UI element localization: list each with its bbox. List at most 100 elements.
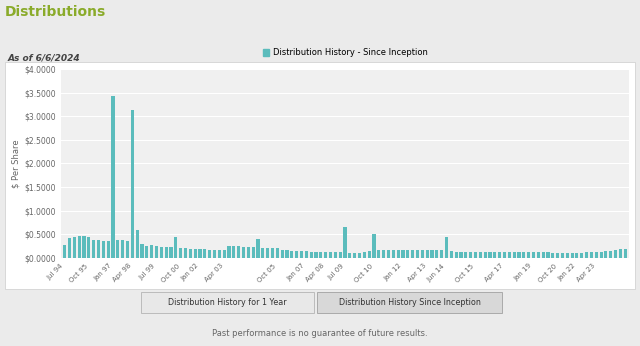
Bar (600, 252, 603, 258)
Bar (561, 253, 564, 258)
Bar (5, 62, 635, 289)
Bar (464, 252, 467, 258)
Bar (164, 247, 168, 258)
Bar (218, 250, 221, 258)
Bar (179, 248, 182, 258)
Bar (570, 253, 573, 258)
Bar (271, 248, 274, 258)
Bar (440, 250, 443, 258)
Bar (474, 252, 477, 258)
Y-axis label: $ Per Share: $ Per Share (11, 139, 20, 188)
Bar (223, 250, 226, 258)
Bar (619, 249, 622, 258)
Bar (208, 250, 211, 258)
Bar (141, 292, 314, 313)
Bar (348, 253, 351, 258)
Bar (317, 292, 502, 313)
Bar (508, 252, 511, 258)
Bar (131, 110, 134, 258)
Bar (377, 250, 380, 258)
Bar (547, 252, 550, 258)
Bar (416, 250, 419, 258)
Bar (537, 252, 540, 258)
Bar (213, 250, 216, 258)
Bar (426, 250, 429, 258)
Bar (107, 241, 109, 258)
Bar (150, 245, 153, 258)
Bar (242, 247, 245, 258)
Bar (83, 236, 86, 258)
Bar (77, 236, 81, 258)
Bar (513, 252, 516, 258)
Bar (566, 253, 569, 258)
Bar (541, 252, 545, 258)
Bar (580, 253, 583, 258)
Bar (261, 248, 264, 258)
Bar (136, 230, 139, 258)
Bar (63, 245, 66, 258)
Bar (237, 246, 240, 258)
Bar (445, 237, 448, 258)
Bar (406, 250, 410, 258)
Bar (324, 252, 327, 258)
Bar (204, 249, 206, 258)
Bar (420, 250, 424, 258)
Bar (314, 252, 317, 258)
Bar (339, 252, 342, 258)
Bar (590, 252, 593, 258)
Bar (266, 248, 269, 258)
Bar (145, 246, 148, 258)
Bar (585, 252, 588, 258)
Bar (517, 252, 520, 258)
Bar (353, 253, 356, 258)
Bar (276, 248, 279, 258)
Bar (498, 252, 501, 258)
Bar (329, 252, 332, 258)
Bar (252, 247, 255, 258)
Bar (333, 252, 337, 258)
Bar (551, 253, 554, 258)
Bar (111, 95, 115, 258)
Bar (454, 252, 458, 258)
Bar (358, 253, 361, 258)
Bar (484, 252, 486, 258)
Bar (430, 250, 433, 258)
Bar (73, 237, 76, 258)
Bar (310, 252, 313, 258)
Bar (624, 249, 627, 258)
Bar (193, 249, 196, 258)
Bar (126, 241, 129, 258)
Bar (397, 250, 400, 258)
Legend: Distribution History - Since Inception: Distribution History - Since Inception (259, 45, 431, 61)
Bar (450, 251, 453, 258)
Bar (609, 251, 612, 258)
Bar (460, 252, 463, 258)
Bar (232, 246, 236, 258)
Bar (305, 251, 308, 258)
Bar (116, 240, 120, 258)
Bar (604, 251, 607, 258)
Text: Distribution History Since Inception: Distribution History Since Inception (339, 298, 481, 307)
Bar (140, 244, 143, 258)
Bar (92, 240, 95, 258)
Bar (479, 252, 482, 258)
Bar (575, 253, 579, 258)
Bar (280, 250, 284, 258)
Bar (493, 252, 497, 258)
Text: Distributions: Distributions (5, 5, 106, 19)
Bar (595, 252, 598, 258)
Bar (97, 240, 100, 258)
Bar (198, 249, 202, 258)
Bar (532, 252, 535, 258)
Bar (367, 251, 371, 258)
Bar (411, 250, 414, 258)
Bar (257, 239, 260, 258)
Bar (556, 253, 559, 258)
Bar (469, 252, 472, 258)
Bar (155, 246, 158, 258)
Bar (401, 250, 404, 258)
Text: As of 6/6/2024: As of 6/6/2024 (8, 54, 80, 63)
Bar (435, 250, 438, 258)
Bar (488, 252, 492, 258)
Bar (227, 246, 230, 258)
